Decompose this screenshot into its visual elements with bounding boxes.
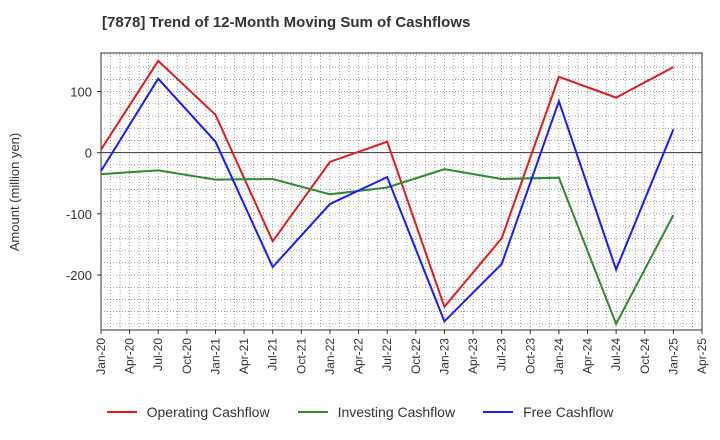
x-tick-label: Jan-24 — [552, 338, 566, 375]
chart-title: [7878] Trend of 12-Month Moving Sum of C… — [102, 14, 471, 31]
legend-item-operating: Operating Cashflow — [106, 404, 270, 420]
legend-swatch-investing — [297, 411, 328, 413]
y-tick-label: 100 — [70, 85, 92, 100]
x-tick-label: Jul-23 — [495, 338, 509, 371]
x-tick-label: Oct-23 — [523, 338, 537, 374]
grid-layer — [100, 52, 703, 331]
legend-item-free: Free Cashflow — [483, 404, 613, 420]
axis-layer: 100 0 -100 -200 Jan-20 Apr-20 Jul-20 Oct-20 Jan-… — [66, 85, 709, 375]
y-tick-label: 0 — [85, 146, 92, 161]
investing-cashflow-line — [100, 168, 675, 327]
x-tick-label: Oct-21 — [294, 338, 308, 374]
x-tick-label: Oct-24 — [638, 338, 652, 374]
y-axis-label: Amount (million yen) — [7, 133, 22, 252]
plot-frame — [100, 52, 703, 331]
x-tick-label: Apr-24 — [581, 338, 595, 374]
x-tick-label: Jan-22 — [323, 338, 337, 375]
x-tick-label: Oct-20 — [180, 338, 194, 374]
x-tick-label: Apr-20 — [123, 338, 137, 374]
x-tick-label: Apr-23 — [466, 338, 480, 374]
operating-cashflow-line — [100, 59, 674, 309]
x-tick-label: Oct-22 — [409, 338, 423, 374]
x-tick-label: Apr-21 — [237, 338, 251, 374]
legend-label-free: Free Cashflow — [523, 404, 614, 420]
free-cashflow-line — [100, 77, 675, 324]
y-tick-label: -100 — [66, 207, 92, 222]
x-tick-label: Jul-24 — [609, 338, 623, 371]
x-tick-label: Jan-25 — [666, 338, 680, 375]
legend-label-investing: Investing Cashflow — [337, 404, 456, 420]
series-layer — [100, 59, 675, 327]
x-tick-label: Apr-25 — [695, 338, 709, 374]
x-tick-label: Jan-20 — [94, 338, 108, 375]
y-tick-label: -200 — [66, 268, 92, 283]
x-tick-label: Apr-22 — [352, 338, 366, 374]
legend-label-operating: Operating Cashflow — [146, 404, 270, 420]
legend-swatch-free — [483, 411, 514, 413]
x-tick-label: Jan-21 — [208, 338, 222, 375]
x-tick-label: Jul-22 — [380, 338, 394, 371]
x-tick-label: Jan-23 — [437, 338, 451, 375]
x-tick-label: Jul-20 — [151, 338, 165, 371]
x-tick-label: Jul-21 — [266, 338, 280, 371]
legend: Operating Cashflow Investing Cashflow Fr… — [0, 404, 720, 420]
legend-swatch-operating — [106, 411, 137, 413]
legend-item-investing: Investing Cashflow — [297, 404, 456, 420]
